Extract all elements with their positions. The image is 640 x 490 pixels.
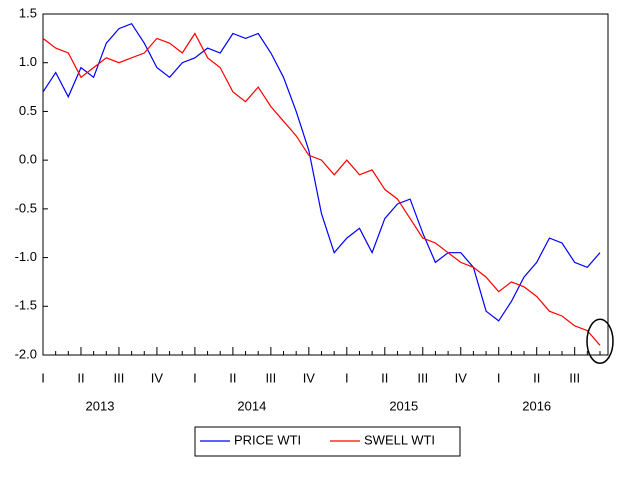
y-tick-label: 0.0 — [19, 152, 37, 167]
series-line — [42, 32, 601, 346]
x-tick-label: I — [497, 370, 501, 385]
x-tick-label: III — [417, 370, 428, 385]
y-tick-label: 1.5 — [19, 5, 37, 20]
highlight-circle — [586, 318, 614, 365]
year-label: 2016 — [522, 398, 551, 413]
x-tick-label: II — [533, 370, 540, 385]
legend-label: SWELL WTI — [364, 432, 435, 447]
x-tick-label: III — [569, 370, 580, 385]
x-tick-label: II — [77, 370, 84, 385]
legend-box — [194, 426, 461, 457]
legend-label: PRICE WTI — [234, 432, 301, 447]
x-tick-label: IV — [151, 370, 164, 385]
year-label: 2015 — [389, 398, 418, 413]
x-tick-label: I — [193, 370, 197, 385]
x-tick-label: IV — [303, 370, 316, 385]
year-label: 2013 — [86, 398, 115, 413]
y-tick-label: 0.5 — [19, 103, 37, 118]
x-tick-label: IV — [455, 370, 468, 385]
series-line — [42, 22, 601, 322]
x-tick-label: I — [345, 370, 349, 385]
x-tick-label: II — [381, 370, 388, 385]
y-tick-label: -1.0 — [15, 249, 37, 264]
y-tick-label: -1.5 — [15, 298, 37, 313]
x-tick-label: I — [41, 370, 45, 385]
y-tick-label: -0.5 — [15, 200, 37, 215]
y-tick-label: -2.0 — [15, 346, 37, 361]
year-label: 2014 — [237, 398, 266, 413]
x-tick-label: II — [229, 370, 236, 385]
plot-frame — [42, 13, 609, 356]
x-tick-label: III — [265, 370, 276, 385]
x-tick-label: III — [114, 370, 125, 385]
y-tick-label: 1.0 — [19, 54, 37, 69]
